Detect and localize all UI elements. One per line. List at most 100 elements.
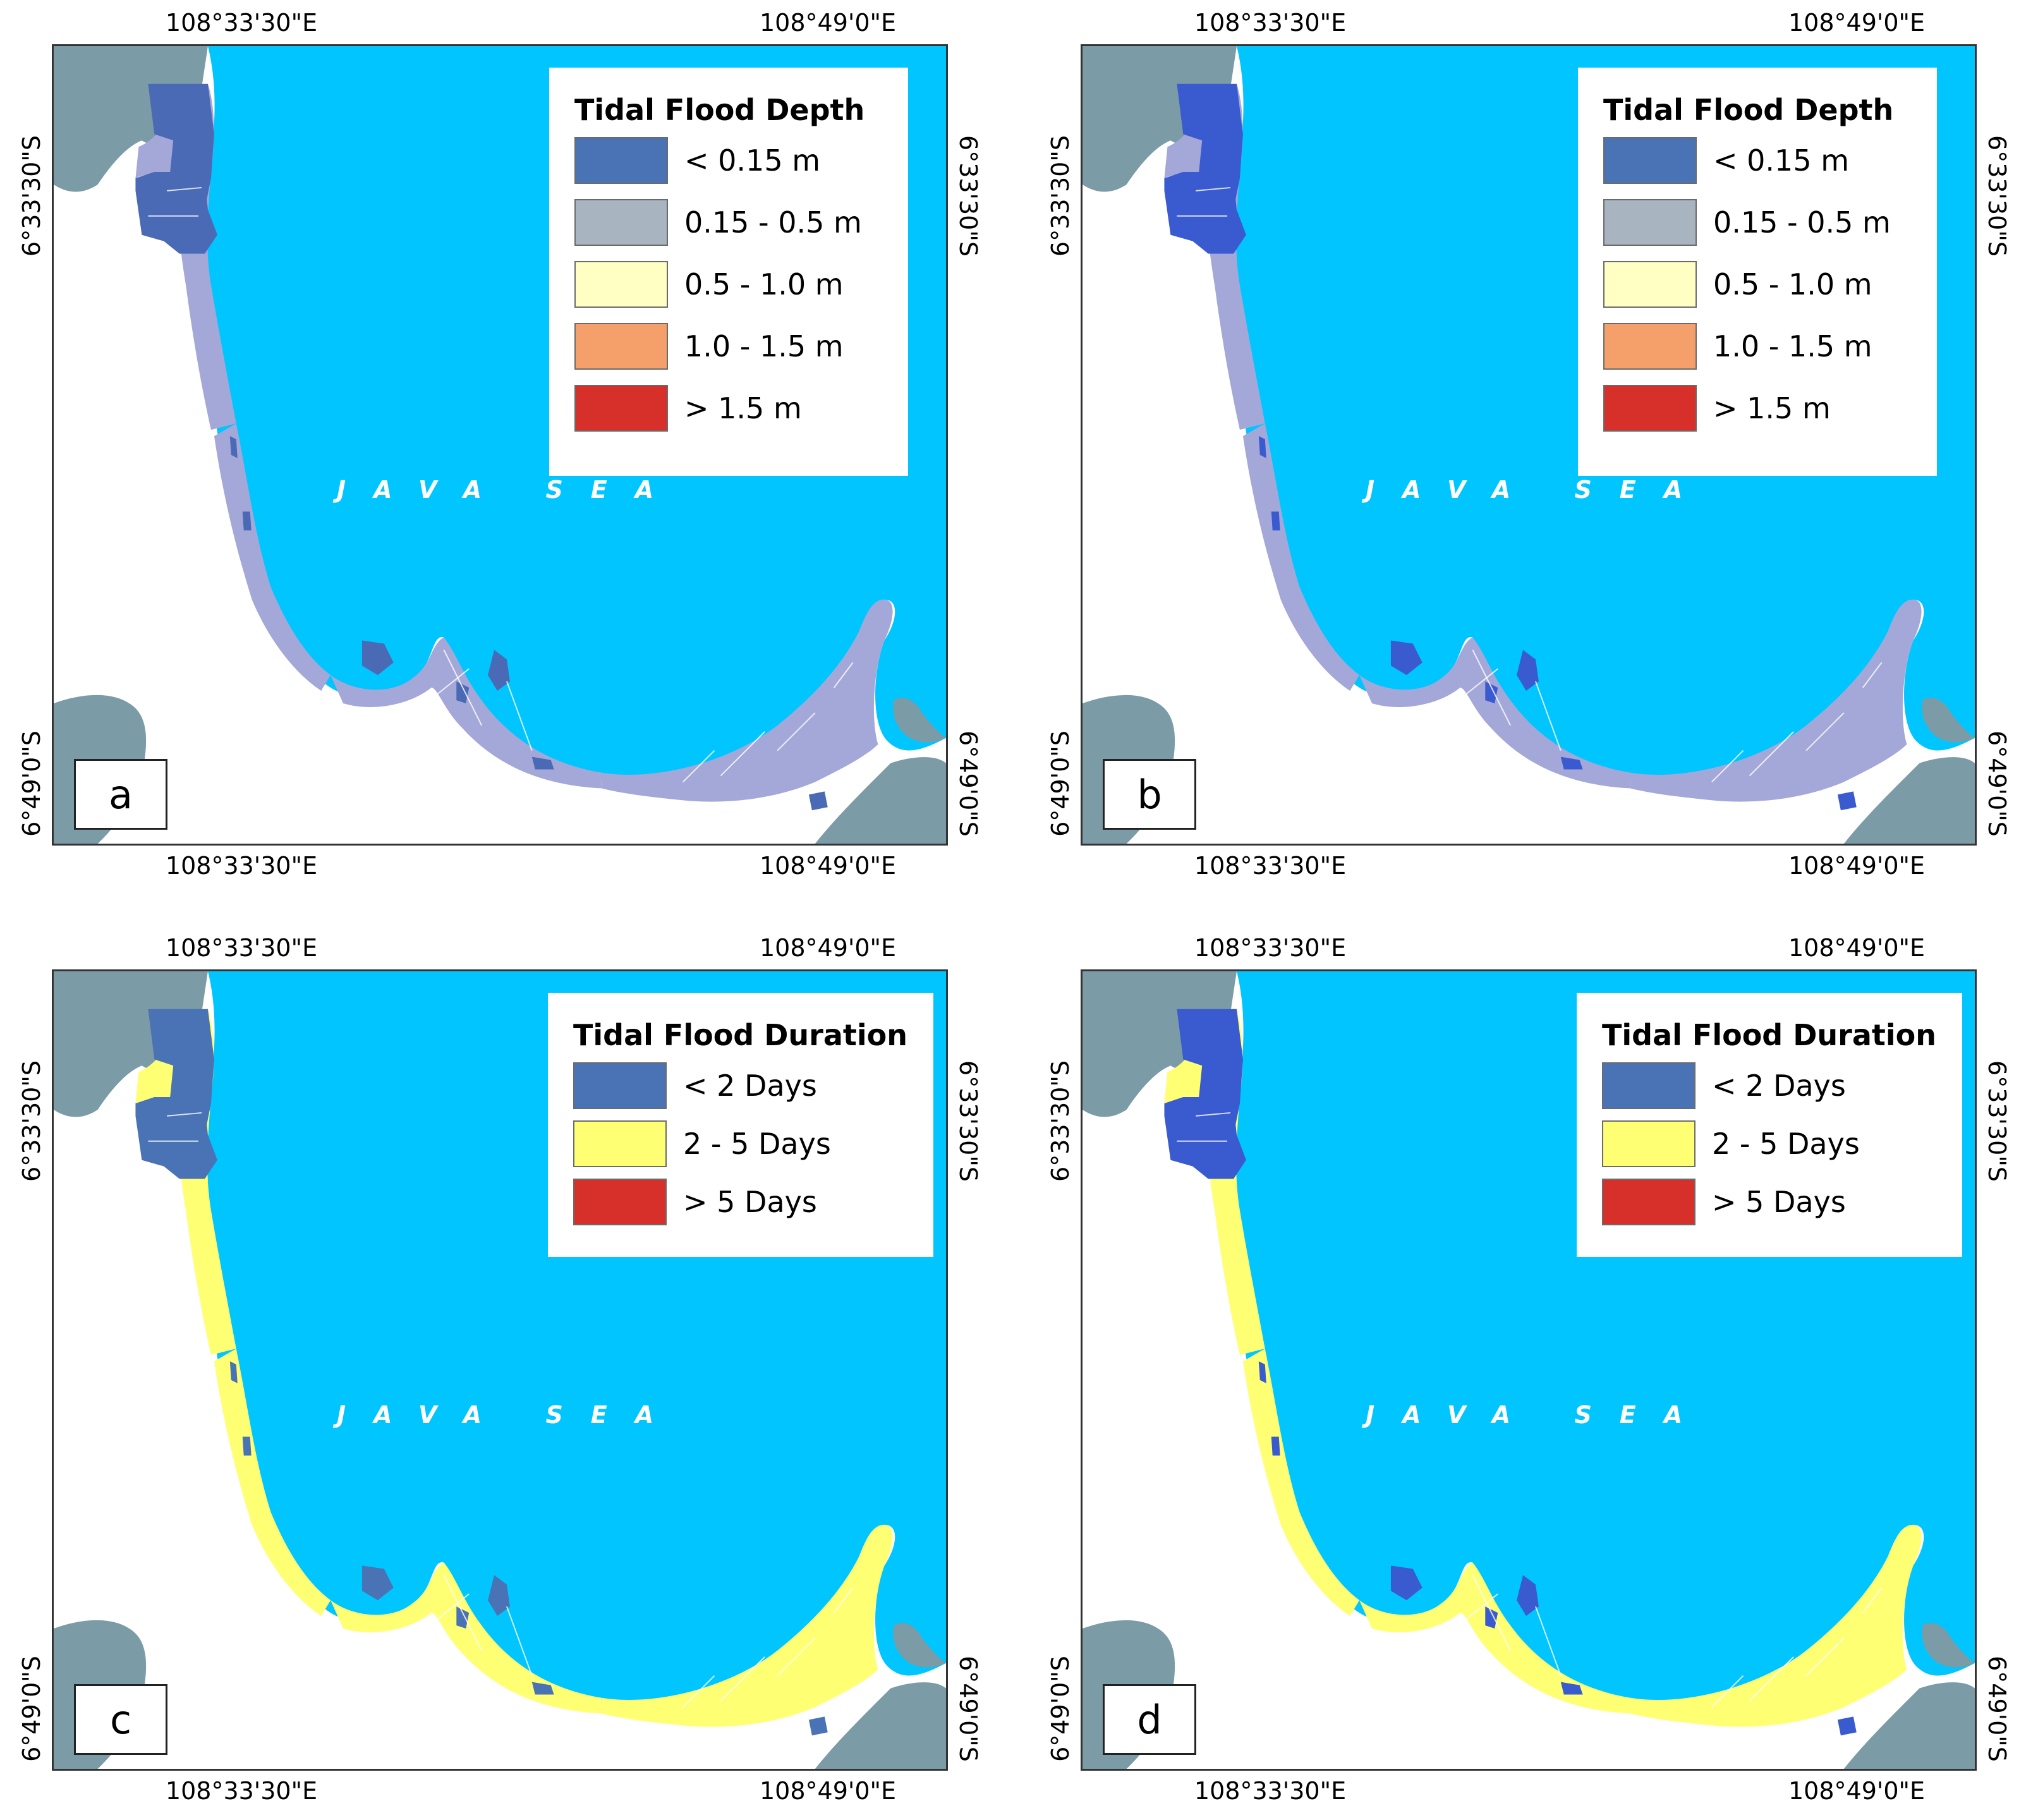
legend-box: Tidal Flood Duration < 2 Days 2 - 5 Days > …: [1577, 993, 1962, 1257]
parcel-line-1: [1465, 1593, 1498, 1620]
legend-label-0: < 0.15 m: [684, 143, 821, 178]
legend-label-1: 2 - 5 Days: [1712, 1127, 1860, 1161]
parcel-line-1: [1465, 668, 1498, 695]
legend-label-2: 0.5 - 1.0 m: [1713, 267, 1872, 301]
flood-zone-2: [1359, 637, 1630, 789]
parcel-line-5: [1805, 1637, 1845, 1677]
lat-label-right-south: 6°49'0"S: [954, 731, 982, 837]
flood-zone-2: [1359, 1562, 1630, 1714]
legend-swatch-2: [1603, 261, 1697, 308]
legend-label-2: 0.5 - 1.0 m: [684, 267, 844, 301]
legend-label-3: 1.0 - 1.5 m: [684, 329, 844, 363]
panel-letter: b: [1103, 759, 1196, 830]
lon-label-top-west: 108°33'30"E: [165, 9, 318, 37]
legend-swatch-3: [1603, 323, 1697, 370]
parcel-line-6: [833, 1587, 854, 1613]
lon-label-bottom-east: 108°49'0"E: [760, 852, 896, 880]
lon-label-bottom-east: 108°49'0"E: [1788, 852, 1925, 880]
flood-patch-6: [1258, 436, 1266, 458]
lon-label-top-west: 108°33'30"E: [165, 934, 318, 962]
parcel-line-3: [1711, 749, 1744, 783]
legend-label-1: 0.15 - 0.5 m: [684, 205, 862, 240]
flood-patch-6: [1258, 1361, 1266, 1383]
parcel-line-5: [1805, 712, 1845, 751]
parcel-line-2: [506, 1606, 533, 1677]
legend-swatch-2: [574, 261, 668, 308]
legend-swatch-0: [1602, 1062, 1695, 1109]
flood-patch-2: [1485, 1606, 1498, 1629]
flood-patch-3: [1560, 1682, 1583, 1695]
flood-patch-3: [531, 756, 554, 770]
land-northwest: [54, 971, 208, 1117]
flood-patch-2: [456, 1606, 470, 1629]
legend-swatch-4: [574, 385, 668, 432]
lon-label-bottom-west: 108°33'30"E: [1194, 1777, 1347, 1805]
legend-title: Tidal Flood Depth: [1603, 93, 1894, 127]
parcel-line-4: [1749, 731, 1794, 777]
map-frame-b[interactable]: JAVA SEA Tidal Flood Depth < 0.15 m 0.15 - …: [1081, 44, 1977, 846]
flood-patch-0: [1390, 1565, 1422, 1601]
legend-label-0: < 0.15 m: [1713, 143, 1850, 178]
parcel-line-0: [443, 650, 483, 726]
flood-zone-2: [331, 637, 602, 789]
flood-zone-3: [601, 599, 893, 802]
lon-label-top-west: 108°33'30"E: [1194, 934, 1347, 962]
legend-swatch-2: [573, 1179, 667, 1225]
land-northwest: [1083, 46, 1237, 192]
flood-zone-3: [1630, 599, 1922, 802]
land-southeast: [1843, 698, 1975, 844]
legend-title: Tidal Flood Duration: [573, 1018, 907, 1052]
parcel-line-6: [1862, 1587, 1883, 1613]
flood-zone-1: [1242, 423, 1360, 691]
sea-label: JAVA SEA: [1366, 476, 1711, 504]
legend-swatch-4: [1603, 385, 1697, 432]
map-frame-c[interactable]: JAVA SEA Tidal Flood Duration < 2 Days 2 - …: [52, 969, 948, 1771]
lat-label-right-south: 6°49'0"S: [1983, 731, 2011, 837]
flood-patch-5: [242, 511, 252, 531]
parcel-line-6: [1862, 662, 1883, 688]
parcel-line-3: [1711, 1675, 1744, 1708]
parcel-line-0: [443, 1575, 483, 1651]
legend-title: Tidal Flood Duration: [1602, 1018, 1936, 1052]
flood-zone-2: [331, 1562, 602, 1714]
legend-label-1: 0.15 - 0.5 m: [1713, 205, 1891, 240]
parcel-line-4: [720, 731, 765, 777]
map-frame-d[interactable]: JAVA SEA Tidal Flood Duration < 2 Days 2 - …: [1081, 969, 1977, 1771]
flood-patch-4: [1837, 791, 1857, 811]
legend-title: Tidal Flood Depth: [574, 93, 865, 127]
lon-label-top-east: 108°49'0"E: [760, 934, 896, 962]
lat-label-right-south: 6°49'0"S: [1983, 1656, 2011, 1762]
parcel-line-2: [506, 681, 533, 751]
legend-label-3: 1.0 - 1.5 m: [1713, 329, 1872, 363]
parcel-line-7: [1196, 1112, 1231, 1117]
flood-zone-north-deep: [135, 83, 214, 254]
flood-zone-3: [601, 1524, 893, 1727]
flood-patch-3: [531, 1682, 554, 1695]
flood-patch-1: [1517, 650, 1539, 691]
legend-swatch-1: [573, 1120, 667, 1167]
legend-label-1: 2 - 5 Days: [683, 1127, 831, 1161]
legend-swatch-1: [1602, 1120, 1695, 1167]
lat-label-left-north: 6°33'30"S: [1046, 1060, 1074, 1182]
panel-letter: d: [1103, 1684, 1196, 1755]
flood-patch-0: [1390, 640, 1422, 676]
sea-label: JAVA SEA: [1366, 1401, 1711, 1429]
flood-patch-0: [361, 640, 394, 676]
lat-label-right-north: 6°33'30"S: [1983, 135, 2011, 257]
flood-patch-1: [1517, 1575, 1539, 1617]
legend-swatch-1: [574, 199, 668, 246]
parcel-line-2: [1535, 681, 1562, 751]
flood-patch-6: [229, 436, 238, 458]
lat-label-right-north: 6°33'30"S: [1983, 1060, 2011, 1182]
legend-swatch-0: [574, 137, 668, 184]
flood-patch-5: [1271, 1436, 1280, 1456]
legend-box: Tidal Flood Depth < 0.15 m 0.15 - 0.5 m 0.5…: [549, 68, 908, 476]
lat-label-right-north: 6°33'30"S: [954, 135, 982, 257]
parcel-line-1: [437, 1593, 470, 1620]
sea-label: JAVA SEA: [337, 1401, 682, 1429]
flood-patch-2: [456, 681, 470, 704]
map-frame-a[interactable]: JAVA SEA Tidal Flood Depth < 0.15 m 0.15 - …: [52, 44, 948, 846]
lat-label-left-north: 6°33'30"S: [18, 1060, 45, 1182]
flood-zone-1: [1242, 1349, 1360, 1617]
legend-label-4: > 1.5 m: [684, 391, 802, 425]
